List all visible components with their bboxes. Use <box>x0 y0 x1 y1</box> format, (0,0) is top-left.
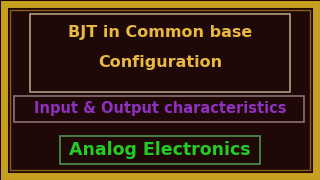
Text: Input & Output characteristics: Input & Output characteristics <box>34 102 286 116</box>
Bar <box>14 96 304 122</box>
Text: Configuration: Configuration <box>98 55 222 69</box>
Bar <box>30 14 290 92</box>
Bar <box>10 10 310 170</box>
Text: BJT in Common base: BJT in Common base <box>68 24 252 39</box>
Bar <box>60 136 260 164</box>
Text: Analog Electronics: Analog Electronics <box>69 141 251 159</box>
